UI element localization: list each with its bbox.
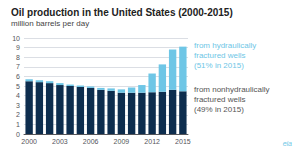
- svg-text:9: 9: [16, 44, 20, 51]
- svg-text:1: 1: [16, 121, 20, 128]
- svg-text:million barrels per day: million barrels per day: [11, 19, 89, 28]
- svg-text:7: 7: [16, 63, 20, 70]
- svg-text:3: 3: [16, 102, 20, 109]
- svg-text:8: 8: [16, 54, 20, 61]
- svg-text:Oil production in the United S: Oil production in the United States (200…: [11, 7, 233, 18]
- svg-text:4: 4: [16, 92, 20, 99]
- svg-text:2000: 2000: [21, 138, 37, 145]
- svg-text:5: 5: [16, 83, 20, 90]
- svg-text:fractured wells: fractured wells: [194, 95, 246, 104]
- svg-text:from hydraulically: from hydraulically: [194, 41, 256, 50]
- svg-text:10: 10: [12, 35, 20, 42]
- svg-text:2012: 2012: [144, 138, 160, 145]
- svg-text:2006: 2006: [83, 138, 99, 145]
- svg-text:2: 2: [16, 111, 20, 118]
- svg-text:(51% in 2015): (51% in 2015): [194, 61, 244, 70]
- svg-text:2003: 2003: [52, 138, 68, 145]
- svg-text:eia: eia: [283, 140, 292, 147]
- svg-text:(49% in 2015): (49% in 2015): [194, 105, 244, 114]
- svg-text:from nonhydraulically: from nonhydraulically: [194, 85, 270, 94]
- svg-text:0: 0: [16, 131, 20, 138]
- svg-text:6: 6: [16, 73, 20, 80]
- svg-text:fractured wells: fractured wells: [194, 51, 246, 60]
- svg-text:2015: 2015: [175, 138, 191, 145]
- svg-text:2009: 2009: [114, 138, 130, 145]
